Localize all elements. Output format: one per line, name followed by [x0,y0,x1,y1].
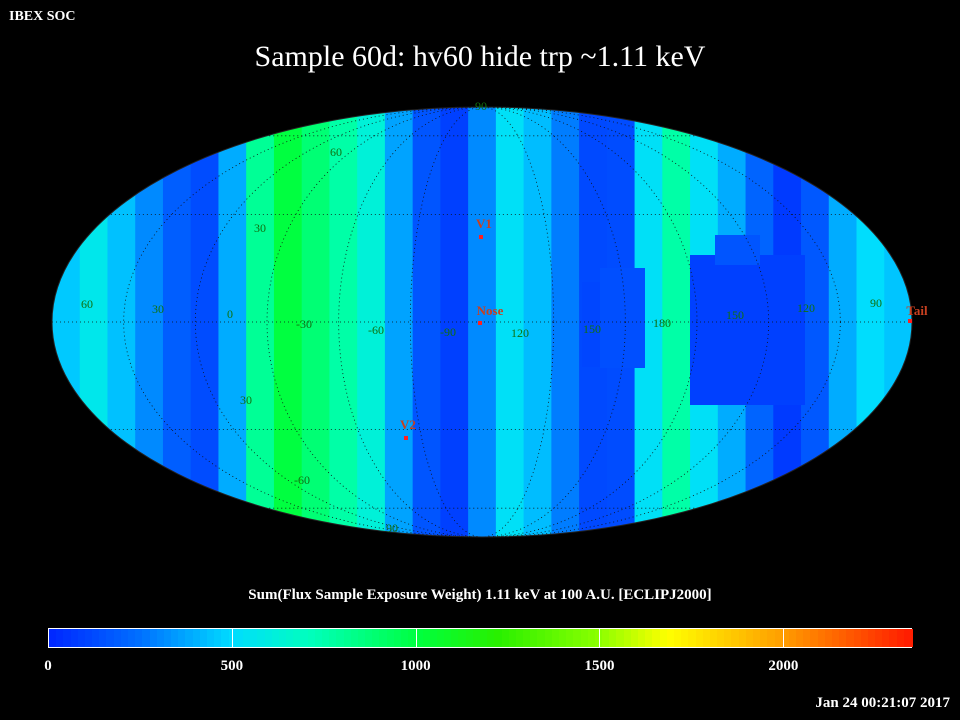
colorbar-title: Sum(Flux Sample Exposure Weight) 1.11 ke… [248,587,712,603]
low-flux-region [690,255,805,405]
low-flux-region [600,268,645,368]
map-band [135,107,164,537]
map-band [828,107,858,537]
map-title: Sample 60d: hv60 hide trp ~1.11 keV [254,40,706,73]
longitude-label: -90 [440,325,456,339]
longitude-gridline [194,107,770,537]
latitude-label: 90 [475,99,487,113]
marker-nose [478,321,482,325]
colorbar [48,628,913,648]
header-label: IBEX SOC [9,9,76,24]
colorbar-tick-label: 0 [44,658,52,674]
longitude-label: -60 [368,323,384,337]
longitude-gridline [123,107,841,537]
latitude-label: 30 [240,393,252,407]
map-band [329,107,358,537]
longitude-label: 120 [511,326,529,340]
colorbar-tick-label: 500 [220,658,244,674]
marker-label-v2: V2 [400,417,416,432]
marker-tail [908,319,912,323]
low-flux-region [582,282,604,367]
map-band [551,107,580,537]
marker-label-v1: V1 [476,216,492,231]
longitude-gridline [338,107,626,537]
longitude-gridline [266,107,698,537]
longitude-label: 150 [583,322,601,336]
marker-v2 [404,436,408,440]
marker-v1 [479,235,483,239]
map-band [107,107,137,537]
marker-label-nose: Nose [477,303,504,318]
timestamp: Jan 24 00:21:07 2017 [815,695,950,711]
colorbar-tick-label: 1500 [584,658,615,674]
longitude-label: 90 [870,296,882,310]
latitude-label: 90 [386,521,398,535]
map-band [301,107,331,537]
longitude-label: 0 [227,307,233,321]
longitude-label: 30 [152,302,164,316]
map-band [384,107,414,537]
marker-label-tail: Tail [906,303,928,318]
low-flux-region [715,235,760,265]
map-band [801,107,830,537]
longitude-label: 150 [726,308,744,322]
map-band [523,107,553,537]
latitude-label: 60 [330,145,342,159]
colorbar-tick-label: 1000 [400,658,431,674]
colorbar-tick-label: 2000 [768,658,799,674]
longitude-label: 120 [797,301,815,315]
longitude-label: 60 [81,297,93,311]
map-band [357,107,386,537]
latitude-label: 30 [254,221,266,235]
longitude-label: 180 [653,316,671,330]
map-band [162,107,192,537]
longitude-label: -30 [296,317,312,331]
longitude-gridline [409,107,555,537]
latitude-label: -60 [294,473,310,487]
